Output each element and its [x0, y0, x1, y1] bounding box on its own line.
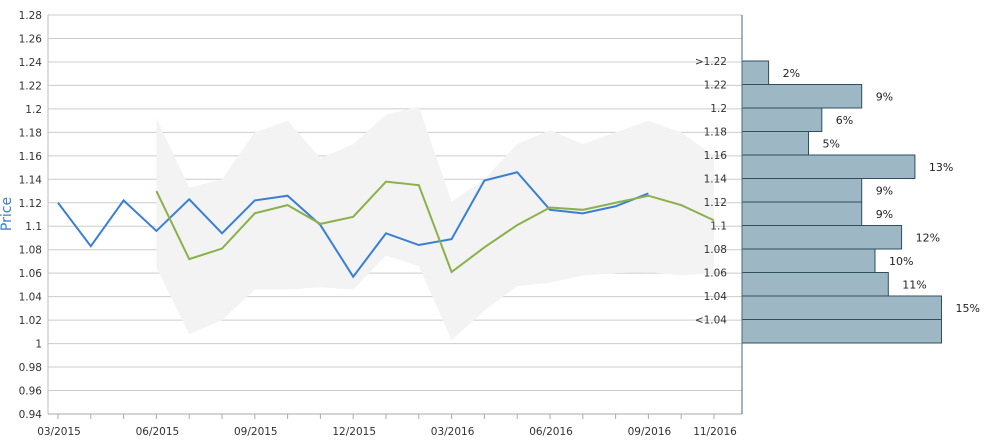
x-tick-label: 11/2016	[693, 426, 737, 438]
y-tick-label: 1.1	[25, 221, 42, 233]
x-tick-label: 06/2015	[136, 426, 180, 438]
y-tick-label: 0.98	[19, 362, 42, 374]
forecast-band	[156, 106, 714, 341]
distribution-percent-label: 5%	[823, 138, 840, 151]
distribution-bin-label: <1.04	[695, 315, 727, 327]
distribution-bar	[741, 225, 903, 250]
distribution-bar	[741, 84, 863, 109]
historical-price-line	[57, 171, 649, 279]
y-tick-label: 1.26	[19, 33, 43, 45]
y-tick-label: 1.2	[25, 104, 42, 116]
distribution-percent-label: 9%	[876, 91, 893, 104]
distribution-bin-label: 1.18	[704, 127, 727, 139]
distribution-bar	[741, 131, 809, 156]
y-tick-label: 1.22	[19, 80, 42, 92]
x-tick-label: 06/2016	[529, 426, 573, 438]
y-tick-label: 1.06	[19, 268, 43, 280]
y-tick-label: 1	[35, 339, 42, 351]
y-tick-label: 1.16	[19, 151, 43, 163]
y-tick-label: 1.14	[19, 174, 43, 186]
forecast-price-line	[155, 180, 715, 274]
distribution-percent-label: 11%	[902, 279, 926, 292]
y-tick-label: 1.18	[19, 127, 42, 139]
distribution-bin-label: 1.22	[704, 80, 727, 92]
distribution-bar	[741, 248, 876, 273]
axes: 0.94 0.96 0.98 1 1.02 1.04 1.06 1.08 1.1 1.12 1.14…	[19, 10, 743, 438]
x-tick-label: 03/2016	[431, 426, 475, 438]
distribution-bin-label: 1.14	[704, 174, 728, 186]
y-tick-label: 1.28	[19, 10, 42, 22]
distribution-bin-label: 1.12	[704, 197, 727, 209]
y-axis-label: Price	[0, 197, 15, 231]
x-tick-label: 03/2015	[37, 426, 81, 438]
distribution-percent-label: 15%	[956, 302, 980, 315]
distribution-percent-label: 10%	[889, 255, 913, 268]
distribution-percent-label: 12%	[916, 232, 940, 245]
y-tick-label: 1.24	[19, 57, 43, 69]
series-lines	[57, 171, 715, 279]
y-tick-label: 0.94	[19, 409, 43, 421]
distribution-percent-label: 6%	[836, 114, 853, 127]
forecast-band-area	[156, 106, 714, 341]
distribution-percent-label: 9%	[876, 185, 893, 198]
x-tick-label: 09/2016	[628, 426, 672, 438]
distribution-percent-label: 9%	[876, 208, 893, 221]
distribution-bin-label: 1.16	[704, 150, 728, 162]
y-tick-label: 1.04	[19, 292, 43, 304]
distribution-bar	[741, 201, 863, 226]
y-tick-label: 1.08	[19, 245, 42, 257]
distribution-bin-label: >1.22	[695, 56, 727, 68]
distribution-bar	[741, 154, 916, 179]
distribution-bar	[741, 319, 942, 344]
distribution-bar	[741, 60, 770, 85]
distribution-bar	[741, 272, 889, 297]
distribution-bin-label: 1.2	[710, 103, 727, 115]
distribution-bar	[741, 295, 942, 320]
y-tick-label: 0.96	[19, 386, 43, 398]
y-tick-label: 1.02	[19, 315, 42, 327]
y-tick-label: 1.12	[19, 198, 42, 210]
distribution-bin-label: 1.06	[704, 268, 728, 280]
distribution-bar	[741, 107, 823, 132]
distribution-bar	[741, 178, 863, 203]
distribution-bin-label: 1.1	[710, 221, 727, 233]
x-tick-label: 09/2015	[234, 426, 278, 438]
distribution-bin-label: 1.04	[704, 291, 728, 303]
distribution-bars: >1.22 2% 1.22 9% 1.2 6% 1.18 5% 1.16 13% 1.14 9% 1.1…	[695, 56, 980, 344]
distribution-percent-label: 13%	[929, 161, 953, 174]
x-tick-label: 12/2015	[332, 426, 376, 438]
distribution-percent-label: 2%	[783, 67, 800, 80]
distribution-bin-label: 1.08	[704, 244, 727, 256]
